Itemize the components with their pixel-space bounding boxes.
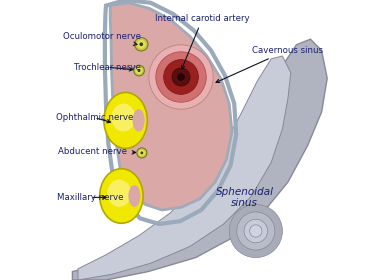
Circle shape bbox=[135, 38, 148, 51]
Circle shape bbox=[172, 68, 190, 86]
Circle shape bbox=[250, 225, 262, 237]
Polygon shape bbox=[73, 39, 327, 280]
Text: Oculomotor nerve: Oculomotor nerve bbox=[63, 32, 141, 45]
Text: Maxillary nerve: Maxillary nerve bbox=[57, 193, 124, 202]
Text: Abducent nerve: Abducent nerve bbox=[59, 147, 136, 156]
Text: Internal carotid artery: Internal carotid artery bbox=[155, 14, 250, 69]
Circle shape bbox=[134, 65, 144, 76]
Circle shape bbox=[136, 67, 142, 74]
Circle shape bbox=[244, 219, 268, 243]
Ellipse shape bbox=[104, 92, 147, 148]
Ellipse shape bbox=[128, 185, 141, 207]
Circle shape bbox=[178, 74, 184, 80]
Text: Cavernous sinus: Cavernous sinus bbox=[216, 46, 323, 83]
Polygon shape bbox=[78, 56, 291, 280]
Circle shape bbox=[229, 204, 282, 258]
Text: Trochlear nerve: Trochlear nerve bbox=[74, 63, 141, 72]
Circle shape bbox=[139, 42, 143, 46]
Circle shape bbox=[237, 212, 275, 250]
Circle shape bbox=[138, 69, 141, 72]
Ellipse shape bbox=[133, 109, 145, 132]
Text: Ophthalmic nerve: Ophthalmic nerve bbox=[55, 113, 133, 123]
Circle shape bbox=[137, 40, 146, 49]
Circle shape bbox=[149, 45, 213, 109]
Polygon shape bbox=[110, 3, 232, 210]
Circle shape bbox=[139, 150, 145, 156]
Ellipse shape bbox=[111, 104, 135, 132]
Ellipse shape bbox=[107, 180, 131, 207]
Circle shape bbox=[137, 148, 147, 158]
Circle shape bbox=[164, 60, 198, 94]
Circle shape bbox=[141, 151, 143, 154]
Circle shape bbox=[156, 52, 206, 102]
Text: Sphenoidal
sinus: Sphenoidal sinus bbox=[215, 186, 274, 208]
Ellipse shape bbox=[100, 169, 143, 223]
